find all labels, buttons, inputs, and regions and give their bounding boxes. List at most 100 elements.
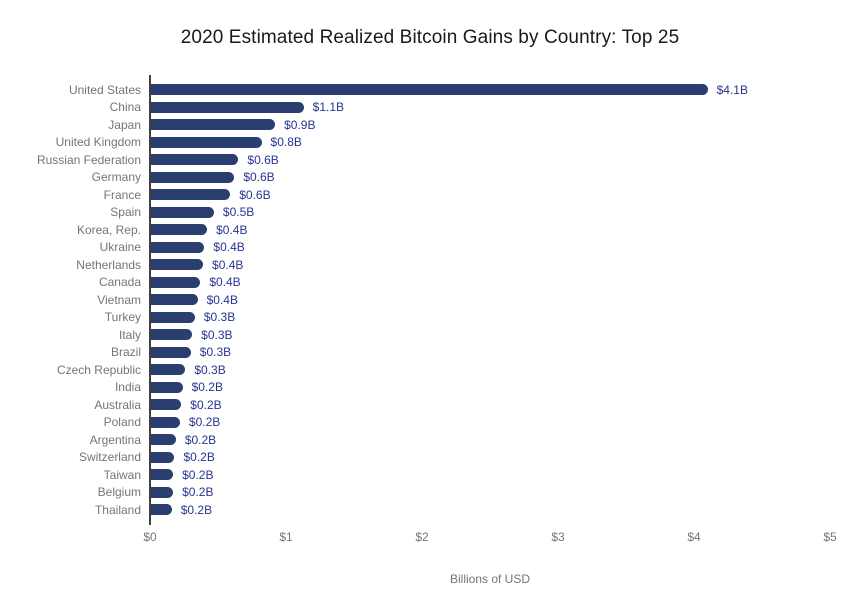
- bar-track: $0.8B: [150, 134, 830, 152]
- category-label: Taiwan: [103, 467, 141, 482]
- bar-row: Taiwan $0.2B: [0, 466, 860, 484]
- bar-row: Germany $0.6B: [0, 169, 860, 187]
- category-label: China: [109, 100, 141, 115]
- bar-track: $0.2B: [150, 414, 830, 432]
- value-label: $0.5B: [222, 205, 255, 220]
- bar: [150, 276, 201, 288]
- x-axis-label: Billions of USD: [449, 571, 531, 586]
- bar-row: Canada $0.4B: [0, 274, 860, 292]
- bar-track: $1.1B: [150, 99, 830, 117]
- plot-area: United States $4.1B China $1.1B Japan $0.9B Un…: [0, 75, 860, 586]
- bar-row: China $1.1B: [0, 99, 860, 117]
- bar-track: $0.2B: [150, 501, 830, 519]
- bar: [150, 381, 183, 393]
- bar-row: Thailand $0.2B: [0, 501, 860, 519]
- bar: [150, 451, 175, 463]
- bar-track: $0.3B: [150, 361, 830, 379]
- value-label: $0.2B: [183, 450, 215, 465]
- x-tick-label: $2: [415, 529, 429, 544]
- bar-track: $0.9B: [150, 116, 830, 134]
- bar: [150, 329, 193, 341]
- bar: [150, 241, 205, 253]
- category-label: United States: [68, 82, 141, 97]
- bar-track: $0.6B: [150, 151, 830, 169]
- value-label: $0.2B: [180, 502, 213, 517]
- bar-track: $0.2B: [150, 379, 830, 397]
- x-tick-label: $0: [143, 529, 157, 544]
- bar-track: $0.3B: [150, 344, 830, 362]
- value-label: $0.6B: [239, 187, 271, 202]
- category-label: Italy: [118, 327, 141, 342]
- value-label: $0.2B: [182, 467, 214, 482]
- category-label: Vietnam: [97, 292, 141, 307]
- bar-track: $0.2B: [150, 466, 830, 484]
- bar-track: $0.6B: [150, 169, 830, 187]
- bar: [150, 434, 176, 446]
- bar: [150, 364, 186, 376]
- bar: [150, 259, 204, 271]
- bar-row: Argentina $0.2B: [0, 431, 860, 449]
- bar-track: $4.1B: [150, 81, 830, 99]
- bar-track: $0.3B: [150, 309, 830, 327]
- x-tick-label: $5: [823, 529, 837, 544]
- bar-row: Switzerland $0.2B: [0, 449, 860, 467]
- bar-row: Czech Republic $0.3B: [0, 361, 860, 379]
- bar: [150, 294, 198, 306]
- category-label: Switzerland: [78, 450, 141, 465]
- category-label: Turkey: [104, 310, 141, 325]
- bar: [150, 224, 208, 236]
- bar-row: Spain $0.5B: [0, 204, 860, 222]
- x-tick-label: $4: [687, 529, 701, 544]
- value-label: $1.1B: [312, 100, 345, 115]
- value-label: $0.4B: [206, 292, 238, 307]
- bar-track: $0.2B: [150, 431, 830, 449]
- bar-rows: United States $4.1B China $1.1B Japan $0.9B Un…: [0, 75, 860, 525]
- bar-track: $0.4B: [150, 239, 830, 257]
- category-label: France: [103, 187, 141, 202]
- bar-track: $0.4B: [150, 291, 830, 309]
- value-label: $0.4B: [216, 222, 248, 237]
- value-label: $0.3B: [203, 310, 236, 325]
- bar-track: $0.4B: [150, 221, 830, 239]
- category-label: Brazil: [110, 345, 141, 360]
- bar-track: $0.6B: [150, 186, 830, 204]
- bar-track: $0.4B: [150, 256, 830, 274]
- bar-row: Italy $0.3B: [0, 326, 860, 344]
- bar-row: Turkey $0.3B: [0, 309, 860, 327]
- value-label: $4.1B: [716, 82, 748, 97]
- bar-track: $0.2B: [150, 449, 830, 467]
- value-label: $0.2B: [188, 415, 221, 430]
- category-label: India: [114, 380, 141, 395]
- category-label: Spain: [110, 205, 141, 220]
- value-label: $0.4B: [209, 275, 241, 290]
- category-label: Thailand: [94, 502, 141, 517]
- bar: [150, 399, 182, 411]
- bar-track: $0.2B: [150, 396, 830, 414]
- bar-row: Korea, Rep. $0.4B: [0, 221, 860, 239]
- x-axis: $0 $1 $2 $3 $4 $5: [143, 529, 836, 546]
- category-label: Ukraine: [99, 240, 141, 255]
- bar-row: Belgium $0.2B: [0, 484, 860, 502]
- bar: [150, 311, 195, 323]
- value-label: $0.8B: [270, 135, 302, 150]
- bar: [150, 469, 174, 481]
- bar-row: United Kingdom $0.8B: [0, 134, 860, 152]
- value-label: $0.6B: [247, 152, 279, 167]
- x-tick-label: $3: [551, 529, 565, 544]
- value-label: $0.4B: [213, 240, 245, 255]
- bar: [150, 189, 231, 201]
- bar-row: Brazil $0.3B: [0, 344, 860, 362]
- bar: [150, 136, 262, 148]
- value-label: $0.3B: [199, 345, 232, 360]
- bar-track: $0.4B: [150, 274, 830, 292]
- value-label: $0.3B: [201, 327, 233, 342]
- category-label: Belgium: [97, 485, 141, 500]
- category-label: Czech Republic: [56, 362, 141, 377]
- chart-title: 2020 Estimated Realized Bitcoin Gains by…: [180, 27, 680, 48]
- bar-row: Poland $0.2B: [0, 414, 860, 432]
- value-label: $0.3B: [194, 362, 226, 377]
- bar-row: India $0.2B: [0, 379, 860, 397]
- category-label: Argentina: [89, 432, 141, 447]
- y-axis-line: [149, 75, 151, 525]
